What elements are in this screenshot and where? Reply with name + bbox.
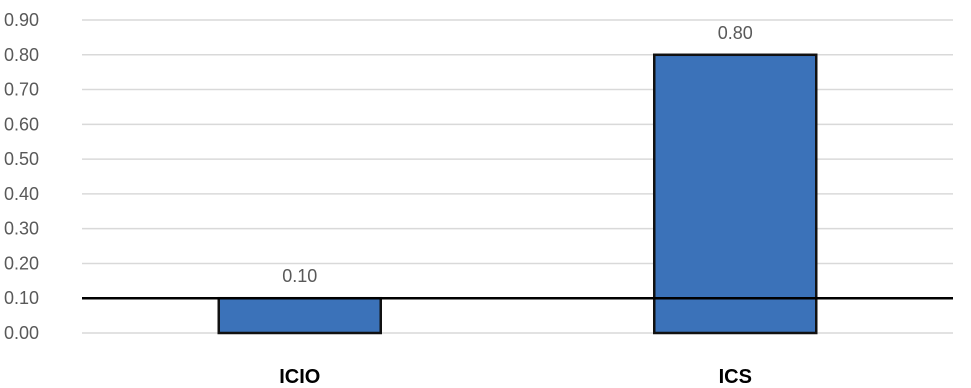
bar-ics: [653, 53, 818, 335]
category-label-ics: ICS: [719, 366, 752, 388]
y-axis-tick-labels: 0.00 0.10 0.20 0.30 0.40 0.50 0.60 0.70 0.80 0.90: [4, 10, 39, 343]
y-tick-label: 0.40: [4, 184, 39, 204]
category-label-icio: ICIO: [279, 366, 320, 388]
y-tick-label: 0.80: [4, 45, 39, 65]
bar-icio: [217, 296, 382, 335]
bars: [217, 53, 818, 335]
y-tick-label: 0.90: [4, 10, 39, 30]
y-tick-label: 0.50: [4, 149, 39, 169]
y-tick-label: 0.20: [4, 253, 39, 273]
y-tick-label: 0.30: [4, 219, 39, 239]
data-label-ics: 0.80: [718, 23, 753, 43]
x-axis-category-labels: ICIO ICS: [279, 366, 752, 388]
y-tick-label: 0.70: [4, 80, 39, 100]
y-tick-label: 0.60: [4, 114, 39, 134]
data-label-icio: 0.10: [282, 266, 317, 286]
grid-lines: [82, 19, 953, 334]
data-labels: 0.10 0.80: [282, 23, 753, 286]
y-tick-label: 0.00: [4, 323, 39, 343]
y-tick-label: 0.10: [4, 288, 39, 308]
